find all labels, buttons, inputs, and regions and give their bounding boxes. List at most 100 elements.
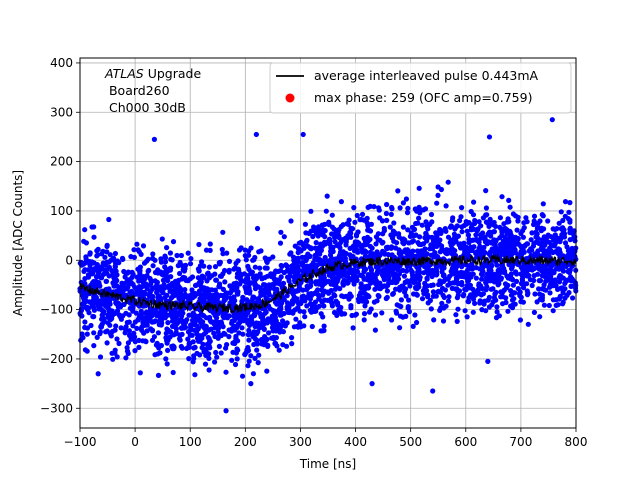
noise-sample-point (252, 355, 258, 361)
noise-sample-point (358, 272, 364, 278)
noise-sample-point (182, 266, 188, 272)
noise-sample-point (489, 240, 495, 246)
noise-sample-point (344, 279, 350, 285)
noise-sample-point (288, 218, 294, 224)
noise-sample-point (445, 179, 451, 185)
noise-sample-point (236, 320, 242, 327)
noise-sample-point (251, 341, 257, 348)
noise-sample-point (239, 325, 245, 331)
noise-sample-point (156, 293, 162, 299)
noise-sample-point (112, 264, 118, 270)
noise-sample-point (277, 312, 283, 318)
noise-sample-point (384, 201, 390, 208)
annotation-line-1: ATLAS Upgrade (104, 66, 201, 81)
noise-sample-point (431, 254, 437, 260)
noise-sample-point (414, 248, 421, 254)
noise-sample-point (250, 257, 256, 263)
noise-sample-point (185, 336, 191, 342)
noise-sample-point (248, 353, 254, 359)
noise-sample-point (486, 304, 492, 310)
noise-sample-point (129, 269, 135, 275)
noise-sample-point (335, 271, 342, 277)
noise-sample-point (510, 282, 516, 288)
noise-sample-point (351, 205, 357, 211)
noise-sample-point (162, 264, 168, 270)
noise-sample-point (333, 299, 339, 305)
noise-sample-point (363, 249, 369, 255)
noise-sample-point (204, 341, 210, 347)
noise-sample-point (562, 280, 568, 286)
noise-sample-point (277, 240, 284, 246)
noise-sample-point (220, 286, 226, 292)
noise-sample-point (310, 233, 316, 240)
noise-sample-point (130, 323, 136, 329)
noise-sample-point (473, 289, 479, 295)
noise-sample-point (452, 286, 458, 292)
noise-sample-point (355, 229, 361, 235)
noise-sample-point (256, 249, 262, 255)
noise-sample-point (155, 351, 161, 357)
noise-sample-point (483, 308, 489, 314)
noise-sample-point (413, 220, 419, 227)
noise-sample-point (411, 279, 417, 285)
noise-sample-point (249, 271, 255, 277)
noise-sample-point (401, 273, 407, 279)
noise-sample-point (535, 236, 541, 242)
noise-sample-point (240, 331, 246, 337)
noise-sample-point (425, 226, 431, 232)
noise-sample-point (212, 264, 219, 270)
noise-sample-point (338, 304, 344, 311)
noise-sample-point (398, 303, 404, 310)
noise-sample-point (482, 237, 488, 243)
noise-sample-point (230, 349, 236, 355)
noise-sample-point (164, 340, 170, 346)
noise-sample-point (394, 240, 400, 246)
noise-sample-point (552, 226, 558, 232)
noise-sample-point (203, 349, 209, 355)
noise-sample-point (402, 289, 408, 295)
noise-sample-point (281, 297, 287, 303)
noise-sample-point (446, 294, 452, 300)
noise-sample-point (435, 254, 441, 260)
noise-sample-point (194, 350, 200, 356)
noise-sample-point (159, 312, 165, 318)
noise-sample-point (364, 276, 370, 283)
noise-sample-point (130, 281, 136, 288)
noise-sample-point (155, 372, 162, 378)
noise-sample-point (295, 263, 301, 269)
noise-sample-point (218, 350, 224, 356)
noise-sample-point (273, 268, 279, 274)
noise-sample-point (177, 332, 183, 338)
noise-sample-point (422, 206, 429, 212)
noise-sample-point (395, 188, 401, 194)
noise-sample-point (487, 251, 493, 257)
noise-sample-point (331, 292, 337, 298)
noise-sample-point (175, 263, 181, 269)
noise-sample-point (561, 234, 568, 240)
noise-sample-point (565, 269, 571, 275)
noise-sample-point (232, 361, 239, 368)
noise-sample-point (532, 291, 538, 297)
noise-sample-point (245, 347, 252, 354)
noise-sample-point (178, 343, 184, 350)
noise-sample-point (141, 330, 147, 336)
noise-sample-point (317, 293, 323, 299)
noise-sample-point (525, 321, 531, 327)
noise-sample-point (297, 320, 303, 326)
noise-sample-point (506, 219, 512, 225)
x-tick-label: 200 (234, 435, 257, 449)
noise-sample-point (268, 271, 274, 277)
noise-sample-point (313, 240, 319, 246)
noise-sample-point (425, 292, 431, 298)
noise-sample-point (424, 276, 430, 282)
noise-sample-point (252, 264, 258, 270)
noise-sample-point (167, 250, 173, 256)
noise-sample-point (292, 271, 298, 277)
noise-sample-point (185, 250, 191, 256)
noise-sample-point (455, 306, 461, 312)
average-pulse-line-group (79, 253, 577, 315)
y-axis-label: Amplitude [ADC Counts] (11, 170, 25, 316)
noise-sample-point (318, 298, 325, 304)
noise-sample-point (150, 255, 156, 261)
noise-sample-point (376, 293, 382, 299)
